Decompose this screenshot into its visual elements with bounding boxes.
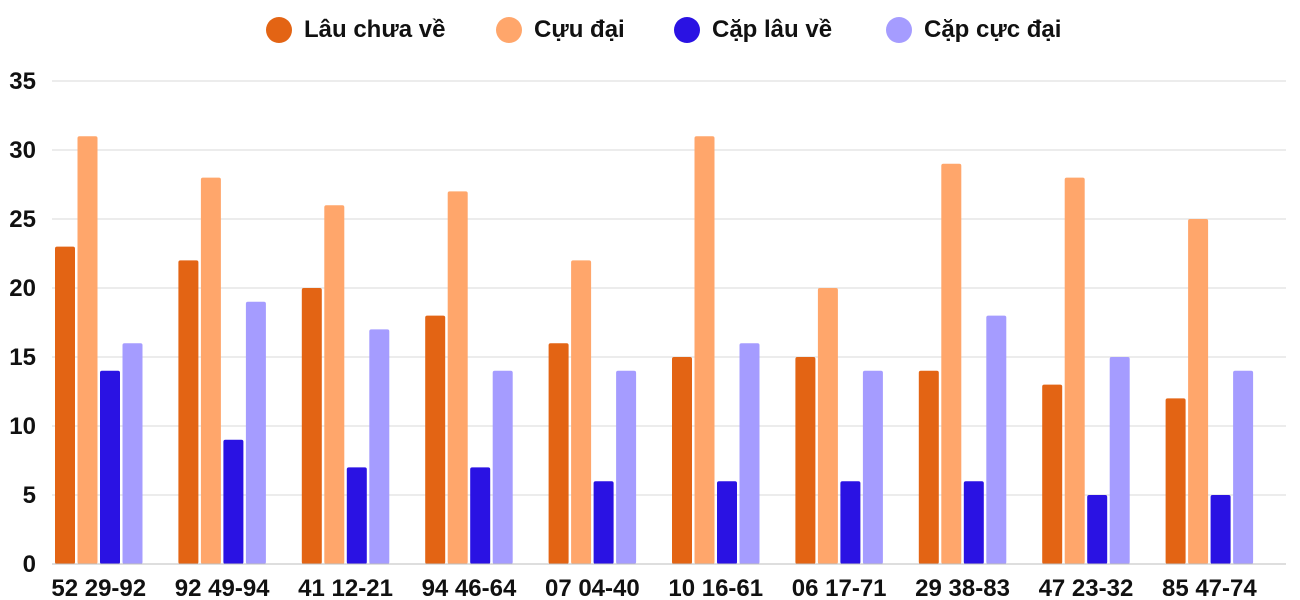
y-tick-label: 20 [9,275,36,302]
y-tick-label: 35 [9,68,36,95]
bar-cặp-lâu-về-3[interactable] [470,467,491,564]
x-tick-label: 92 49-94 [175,575,270,600]
legend-item-cap-cuc-dai[interactable]: Cặp cực đại [886,16,1061,44]
legend-swatch-icon [886,17,912,43]
bar-lâu-chưa-về-0[interactable] [55,246,75,564]
y-tick-label: 10 [9,413,36,440]
bar-cựu-đại-5[interactable] [694,136,715,564]
bar-lâu-chưa-về-7[interactable] [918,370,939,564]
legend-label: Lâu chưa về [304,16,446,43]
legend-item-lau-chua-ve[interactable]: Lâu chưa về [266,16,445,44]
legend-item-cuu-dai[interactable]: Cựu đại [496,16,625,44]
bar-cặp-cực-đại-1[interactable] [245,301,266,564]
bar-cặp-cực-đại-8[interactable] [1109,357,1130,564]
x-tick-label: 47 23-32 [1039,575,1134,600]
bar-cặp-lâu-về-8[interactable] [1087,495,1108,564]
bar-cặp-lâu-về-2[interactable] [346,467,367,564]
y-tick-label: 5 [23,482,36,509]
bar-cựu-đại-3[interactable] [447,191,468,564]
legend-label: Cựu đại [534,16,625,43]
y-tick-label: 25 [9,206,36,233]
bar-cặp-cực-đại-4[interactable] [616,370,637,564]
bar-lâu-chưa-về-9[interactable] [1165,398,1186,564]
bar-cặp-cực-đại-7[interactable] [986,315,1007,564]
bar-cặp-cực-đại-0[interactable] [122,343,143,564]
bar-cựu-đại-2[interactable] [324,205,345,564]
legend: Lâu chưa về Cựu đại Cặp lâu về Cặp cực đ… [0,10,1300,54]
legend-label: Cặp cực đại [924,16,1062,43]
bar-cặp-cực-đại-9[interactable] [1233,370,1254,564]
bar-cặp-lâu-về-6[interactable] [840,481,861,564]
y-tick-label: 30 [9,137,36,164]
bar-cựu-đại-1[interactable] [200,177,221,564]
legend-swatch-icon [674,17,700,43]
bar-cặp-cực-đại-3[interactable] [492,370,513,564]
bar-lâu-chưa-về-6[interactable] [795,357,816,564]
y-tick-label: 0 [23,551,36,578]
x-tick-label: 52 29-92 [51,575,146,600]
x-tick-label: 07 04-40 [545,575,640,600]
bar-cặp-cực-đại-2[interactable] [369,329,390,564]
x-tick-label: 85 47-74 [1162,575,1257,600]
legend-item-cap-lau-ve[interactable]: Cặp lâu về [674,16,832,44]
bar-cặp-lâu-về-0[interactable] [100,370,120,564]
bar-lâu-chưa-về-2[interactable] [301,288,322,564]
bar-lâu-chưa-về-3[interactable] [425,315,446,564]
bar-cựu-đại-8[interactable] [1064,177,1085,564]
bar-lâu-chưa-về-4[interactable] [548,343,569,564]
bar-cựu-đại-9[interactable] [1188,219,1209,564]
bar-cặp-cực-đại-5[interactable] [739,343,760,564]
bar-cặp-lâu-về-7[interactable] [963,481,984,564]
legend-label: Cặp lâu về [712,16,833,43]
x-tick-label: 94 46-64 [422,575,517,600]
bar-cựu-đại-6[interactable] [817,288,838,564]
bar-lâu-chưa-về-1[interactable] [178,260,199,564]
bar-cựu-đại-0[interactable] [77,136,98,564]
bar-cựu-đại-7[interactable] [941,163,962,565]
bar-lâu-chưa-về-8[interactable] [1042,384,1063,564]
bar-cặp-lâu-về-5[interactable] [717,481,737,564]
bar-cặp-lâu-về-1[interactable] [223,439,244,564]
y-tick-label: 15 [9,344,36,371]
x-tick-label: 29 38-83 [915,575,1010,600]
legend-swatch-icon [266,17,292,43]
bar-cặp-cực-đại-6[interactable] [862,370,883,564]
bar-cựu-đại-4[interactable] [571,260,592,564]
x-tick-label: 41 12-21 [298,575,393,600]
x-tick-label: 10 16-61 [668,575,763,600]
bar-cặp-lâu-về-9[interactable] [1210,495,1231,564]
x-tick-label: 06 17-71 [792,575,887,600]
bar-lâu-chưa-về-5[interactable] [672,357,692,564]
bar-cặp-lâu-về-4[interactable] [593,481,614,564]
legend-swatch-icon [496,17,522,43]
